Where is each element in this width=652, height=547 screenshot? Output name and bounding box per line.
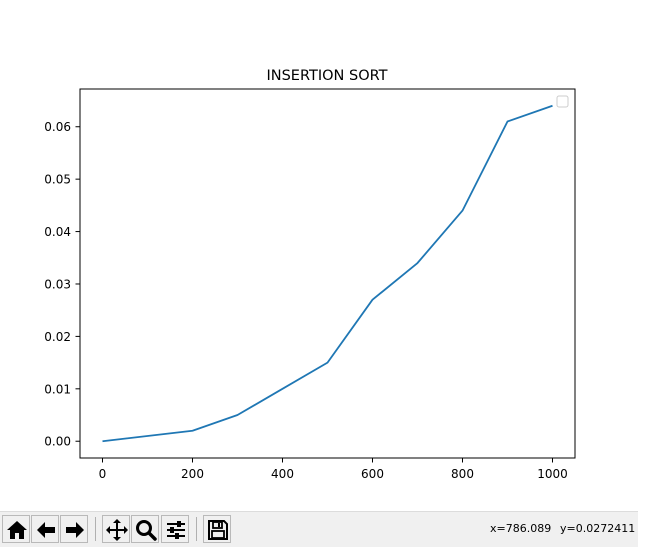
- cursor-y-readout: y=0.0272411: [560, 522, 636, 535]
- legend-box: [556, 95, 569, 108]
- x-tick-label: 1000: [537, 467, 568, 481]
- y-tick-label: 0.06: [44, 120, 71, 134]
- back-button[interactable]: [31, 515, 59, 543]
- move-icon: [106, 519, 128, 541]
- home-icon: [7, 521, 27, 539]
- magnifier-icon: [136, 520, 157, 541]
- y-tick-label: 0.03: [44, 277, 71, 291]
- y-tick-label: 0.02: [44, 330, 71, 344]
- x-tick-label: 200: [181, 467, 204, 481]
- arrow-left-icon: [37, 522, 55, 538]
- sliders-icon: [167, 521, 185, 539]
- toolbar-separator: [196, 517, 197, 541]
- navigation-toolbar: x=786.089 y=0.0272411: [0, 511, 638, 547]
- zoom-button[interactable]: [131, 515, 159, 543]
- pan-button[interactable]: [102, 515, 130, 543]
- x-tick-label: 400: [271, 467, 294, 481]
- forward-button[interactable]: [60, 515, 88, 543]
- plot-area: [79, 88, 576, 459]
- y-tick-label: 0.05: [44, 173, 71, 187]
- toolbar-separator: [95, 517, 96, 541]
- configure-subplots-button[interactable]: [161, 515, 189, 543]
- cursor-x-readout: x=786.089: [490, 522, 552, 535]
- save-button[interactable]: [203, 515, 231, 543]
- arrow-right-icon: [66, 522, 84, 538]
- chart-title: INSERTION SORT: [266, 68, 387, 84]
- x-tick-label: 800: [451, 467, 474, 481]
- floppy-disk-icon: [208, 520, 228, 540]
- figure-canvas[interactable]: INSERTION SORT 0 200 400 600 800 1000 0.00 0.01…: [0, 0, 652, 510]
- x-tick-label: 0: [99, 467, 107, 481]
- series-line: [102, 104, 553, 443]
- y-tick-label: 0.01: [44, 382, 71, 396]
- axes[interactable]: 0 200 400 600 800 1000 0.00 0.01 0.02 0.03 0.04 0.0…: [44, 88, 576, 481]
- x-tick-label: 600: [361, 467, 384, 481]
- y-tick-label: 0.04: [44, 225, 71, 239]
- home-button[interactable]: [2, 515, 30, 543]
- y-tick-label: 0.00: [44, 435, 71, 449]
